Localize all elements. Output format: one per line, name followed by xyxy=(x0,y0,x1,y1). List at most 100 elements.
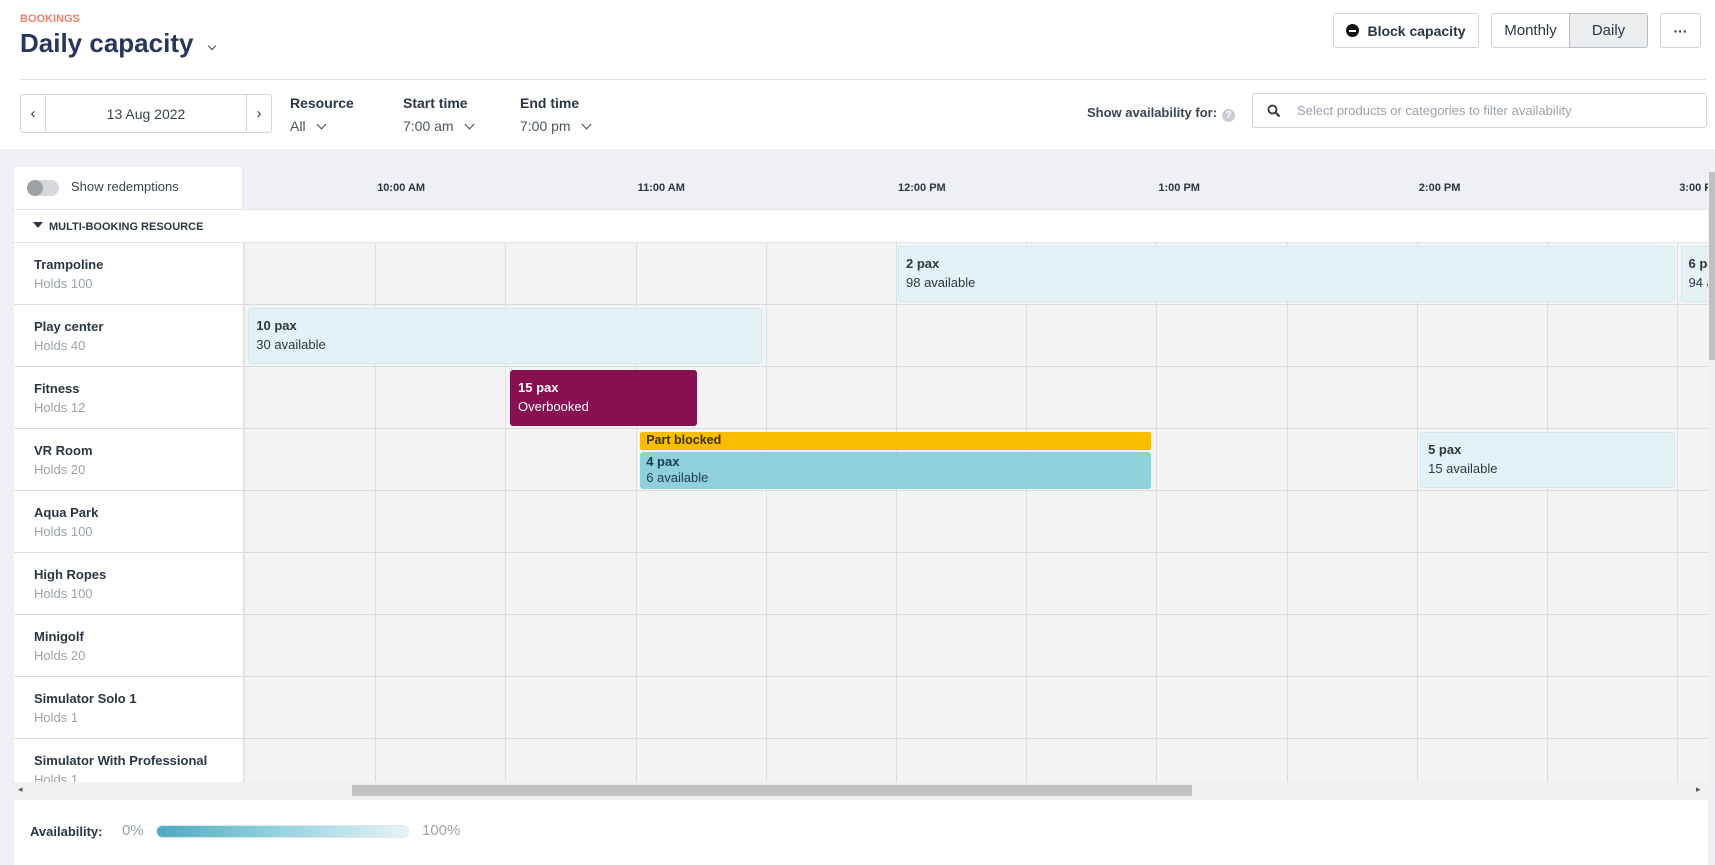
grid-line xyxy=(635,429,637,491)
end-time-label: End time xyxy=(520,95,580,111)
grid-line xyxy=(505,367,507,429)
booking-note: 94 available xyxy=(1688,275,1709,290)
grid-line xyxy=(635,739,637,782)
grid-line xyxy=(1026,305,1028,367)
monthly-button[interactable]: Monthly xyxy=(1491,13,1570,48)
start-time-label: Start time xyxy=(403,95,468,111)
help-icon[interactable]: ? xyxy=(1222,109,1236,122)
more-button[interactable]: ··· xyxy=(1660,13,1701,48)
grid-line xyxy=(896,677,897,739)
booking-pax: 10 pax xyxy=(256,318,297,333)
time-label: 2:00 PM xyxy=(1418,182,1461,194)
resource-capacity: Holds 100 xyxy=(34,586,93,601)
grid-line xyxy=(375,243,377,305)
scroll-thumb[interactable] xyxy=(352,785,1192,796)
part-blocked-tag[interactable]: Part blocked xyxy=(640,432,1152,450)
booking-block[interactable]: 5 pax 15 available xyxy=(1420,432,1675,488)
booking-block[interactable]: 6 pax 94 available xyxy=(1680,246,1709,302)
title-chevron xyxy=(208,41,217,51)
overbooked-block[interactable]: 15 pax Overbooked xyxy=(510,370,697,426)
group-caret[interactable] xyxy=(33,222,43,228)
resource-name: Simulator With Professional xyxy=(34,753,208,768)
header-row xyxy=(14,167,1708,209)
grid-line xyxy=(896,367,897,429)
grid-line xyxy=(1677,491,1679,553)
booking-pax: 2 pax xyxy=(906,256,940,271)
page-title[interactable]: Daily capacity xyxy=(20,28,217,59)
resource-capacity: Holds 20 xyxy=(34,648,86,663)
scroll-right[interactable]: ▸ xyxy=(1696,784,1701,794)
grid-line xyxy=(1677,429,1679,491)
grid-line xyxy=(505,491,507,553)
resource-capacity: Holds 100 xyxy=(34,276,93,291)
grid-line xyxy=(1156,739,1158,782)
booking-block[interactable]: 4 pax 6 available xyxy=(640,452,1152,489)
end-time-select[interactable]: 7:00 pm xyxy=(520,118,592,134)
grid-line xyxy=(375,739,377,782)
resource-name: Simulator Solo 1 xyxy=(34,691,137,706)
grid-line xyxy=(1026,739,1028,782)
vertical-thumb[interactable] xyxy=(1709,172,1715,360)
grid-line xyxy=(1286,305,1288,367)
grid-line xyxy=(1156,429,1158,491)
booking-block[interactable]: 10 pax 30 available xyxy=(248,308,762,364)
search-box[interactable]: Select products or categories to filter … xyxy=(1252,93,1707,128)
block-capacity-button[interactable]: Block capacity xyxy=(1333,13,1479,48)
resource-select[interactable]: All xyxy=(290,118,327,134)
grid-line xyxy=(1286,739,1288,782)
search-icon xyxy=(1267,104,1281,118)
block-icon xyxy=(1346,24,1360,37)
grid-line xyxy=(1026,553,1028,615)
grid-line xyxy=(1677,553,1679,615)
next-day[interactable]: › xyxy=(246,95,271,132)
time-label: 12:00 PM xyxy=(898,182,946,194)
vertical-scrollbar[interactable] xyxy=(1708,167,1715,783)
resource-name: Fitness xyxy=(34,381,80,396)
row-background xyxy=(245,553,1708,615)
grid-line xyxy=(765,367,767,429)
daily-button[interactable]: Daily xyxy=(1569,13,1648,48)
prev-day[interactable]: ‹ xyxy=(21,95,46,132)
grid-line xyxy=(896,243,897,305)
grid-line xyxy=(1416,305,1418,367)
grid-line xyxy=(375,553,377,615)
resource-name: VR Room xyxy=(34,443,93,458)
redemptions-toggle[interactable] xyxy=(27,180,59,196)
row-background xyxy=(245,677,1708,739)
grid-line xyxy=(1677,615,1679,677)
grid-line xyxy=(505,243,507,305)
grid-line xyxy=(1286,615,1288,677)
grid-line xyxy=(1677,677,1679,739)
grid-line xyxy=(505,553,507,615)
grid-line xyxy=(765,677,767,739)
grid-line xyxy=(1416,615,1418,677)
resource-name: Minigolf xyxy=(34,629,84,644)
row-background xyxy=(245,491,1708,553)
booking-note: Overbooked xyxy=(518,399,589,414)
date-value[interactable]: 13 Aug 2022 xyxy=(106,105,186,122)
grid-line xyxy=(1547,491,1548,553)
row-header xyxy=(14,553,245,615)
row-background xyxy=(245,615,1708,677)
grid-line xyxy=(1416,677,1418,739)
end-time-value: 7:00 pm xyxy=(520,118,571,134)
grid-line xyxy=(1156,553,1158,615)
booking-block[interactable]: 2 pax 98 available xyxy=(898,246,1675,302)
time-label: 1:00 PM xyxy=(1158,182,1200,194)
legend-min: 0% xyxy=(122,822,144,839)
grid-line xyxy=(1156,491,1158,553)
horizontal-scrollbar[interactable]: ◂ ▸ xyxy=(14,783,1708,798)
start-time-select[interactable]: 7:00 am xyxy=(403,118,475,134)
row-header xyxy=(14,305,245,367)
grid-line xyxy=(1286,429,1288,491)
search-placeholder: Select products or categories to filter … xyxy=(1297,103,1572,118)
group-row xyxy=(14,209,1708,243)
resource-capacity: Holds 12 xyxy=(34,400,86,415)
grid-line xyxy=(375,677,377,739)
grid-line xyxy=(1416,429,1418,491)
row-header xyxy=(14,739,245,782)
row-header xyxy=(14,243,245,305)
grid-line xyxy=(1286,677,1288,739)
grid-line xyxy=(896,615,897,677)
scroll-left[interactable]: ◂ xyxy=(18,784,23,794)
